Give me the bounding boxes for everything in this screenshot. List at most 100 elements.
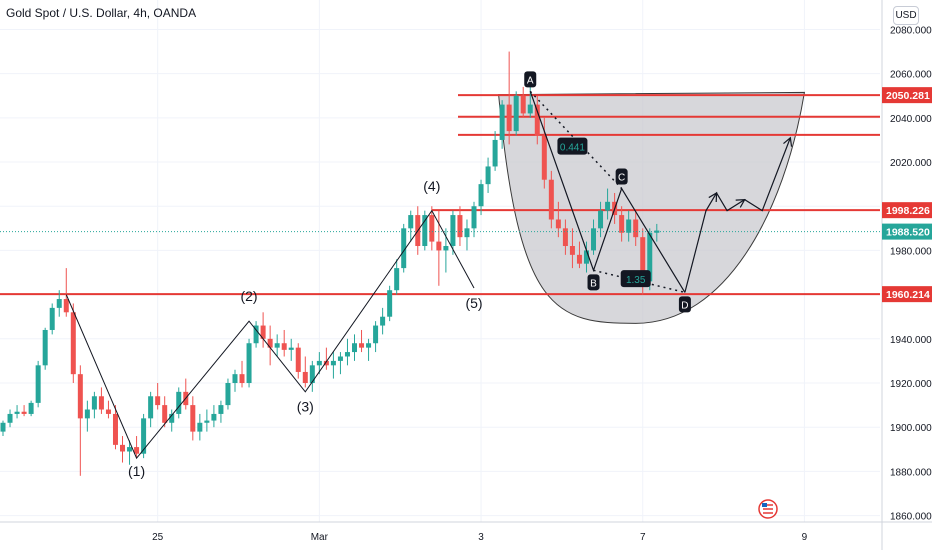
abcd-marker — [615, 168, 628, 185]
candle — [387, 285, 393, 322]
time-axis[interactable]: 25 Mar 3 7 9 — [0, 521, 932, 543]
candle-body — [408, 215, 414, 229]
candle-body — [162, 405, 168, 423]
candle-body — [541, 135, 547, 180]
candle — [569, 228, 575, 269]
candle-body — [211, 413, 217, 421]
candle-body — [513, 95, 519, 132]
candle-body — [70, 312, 76, 375]
candle — [394, 259, 400, 295]
candle — [49, 303, 55, 335]
last-price-badge — [882, 223, 932, 240]
candle — [274, 334, 280, 357]
candle — [155, 383, 161, 410]
candle — [112, 405, 118, 450]
candle — [176, 387, 182, 419]
flag-icon[interactable] — [758, 499, 778, 519]
candle-body — [323, 360, 329, 366]
candle — [225, 378, 231, 410]
price-tick: 1860.000 — [890, 512, 932, 523]
candle-body — [534, 104, 540, 136]
candle — [450, 210, 456, 255]
candle — [281, 329, 287, 357]
candle-body — [527, 104, 533, 114]
level-price-label: 1998.226 — [886, 205, 930, 217]
last-price-label: 1988.520 — [886, 227, 930, 239]
candle — [211, 405, 217, 428]
abcd-label: A — [527, 75, 534, 86]
candle-body — [35, 365, 41, 403]
candle-body — [239, 374, 245, 384]
candle-body — [562, 228, 568, 247]
candle-body — [105, 409, 111, 414]
symbol-title: Gold Spot / U.S. Dollar, 4h, OANDA — [6, 6, 197, 20]
abcd-label: B — [590, 278, 597, 289]
candle-body — [98, 396, 104, 410]
currency-button[interactable]: USD — [893, 6, 919, 25]
candle-body — [598, 210, 604, 229]
candle — [359, 329, 365, 353]
candle-body — [583, 250, 589, 264]
candle — [337, 352, 343, 375]
candle-body — [436, 241, 442, 251]
candle — [605, 188, 611, 220]
candle — [436, 210, 442, 286]
price-tick: 1880.000 — [890, 467, 932, 478]
candle — [499, 100, 505, 149]
candle-body — [366, 343, 372, 348]
price-tick: 2040.000 — [890, 114, 932, 125]
abcd-label: C — [618, 173, 625, 184]
candle — [141, 413, 147, 459]
candle — [309, 360, 315, 392]
candle — [190, 396, 196, 441]
candle-body — [232, 374, 238, 384]
candle-body — [548, 179, 554, 220]
candle — [485, 157, 491, 193]
candle — [197, 413, 203, 441]
candle — [626, 210, 632, 242]
candle — [42, 327, 48, 370]
candle-body — [42, 329, 48, 366]
candle — [520, 86, 526, 118]
candle-body — [204, 420, 210, 423]
candle — [288, 338, 294, 361]
candle-body — [190, 405, 196, 432]
candle-body — [485, 166, 491, 185]
candle-body — [288, 347, 294, 350]
candle-body — [260, 325, 266, 339]
price-tick: 2060.000 — [890, 70, 932, 81]
candle — [127, 440, 133, 465]
candle — [35, 360, 41, 408]
candle — [169, 409, 175, 432]
candle-body — [49, 307, 55, 330]
candle — [77, 365, 83, 476]
candle — [506, 51, 512, 145]
candle-body — [591, 228, 597, 251]
candle-body — [387, 290, 393, 317]
candle-body — [450, 215, 456, 247]
candle-body — [225, 383, 231, 406]
candle-body — [169, 413, 175, 423]
time-tick: 25 — [152, 532, 164, 543]
candle-body — [647, 232, 653, 282]
candle-body — [281, 343, 287, 350]
abcd-marker — [678, 296, 691, 313]
candle-body — [274, 343, 280, 348]
ratio-badge — [557, 137, 588, 155]
candle — [380, 307, 386, 335]
candle-body — [619, 215, 625, 233]
price-axis[interactable]: 1860.000 1880.000 1900.000 1920.000 1940.000… — [881, 0, 932, 550]
candle — [457, 206, 463, 247]
candle — [162, 396, 168, 428]
wave-polyline — [65, 209, 475, 460]
wave-label: (4) — [423, 178, 440, 194]
candle — [576, 241, 582, 269]
candle — [548, 170, 554, 229]
candle — [267, 325, 273, 366]
wave-label: (3) — [297, 399, 314, 415]
candle — [534, 95, 540, 145]
flag-icon-canton — [762, 503, 767, 507]
candle — [302, 356, 308, 388]
